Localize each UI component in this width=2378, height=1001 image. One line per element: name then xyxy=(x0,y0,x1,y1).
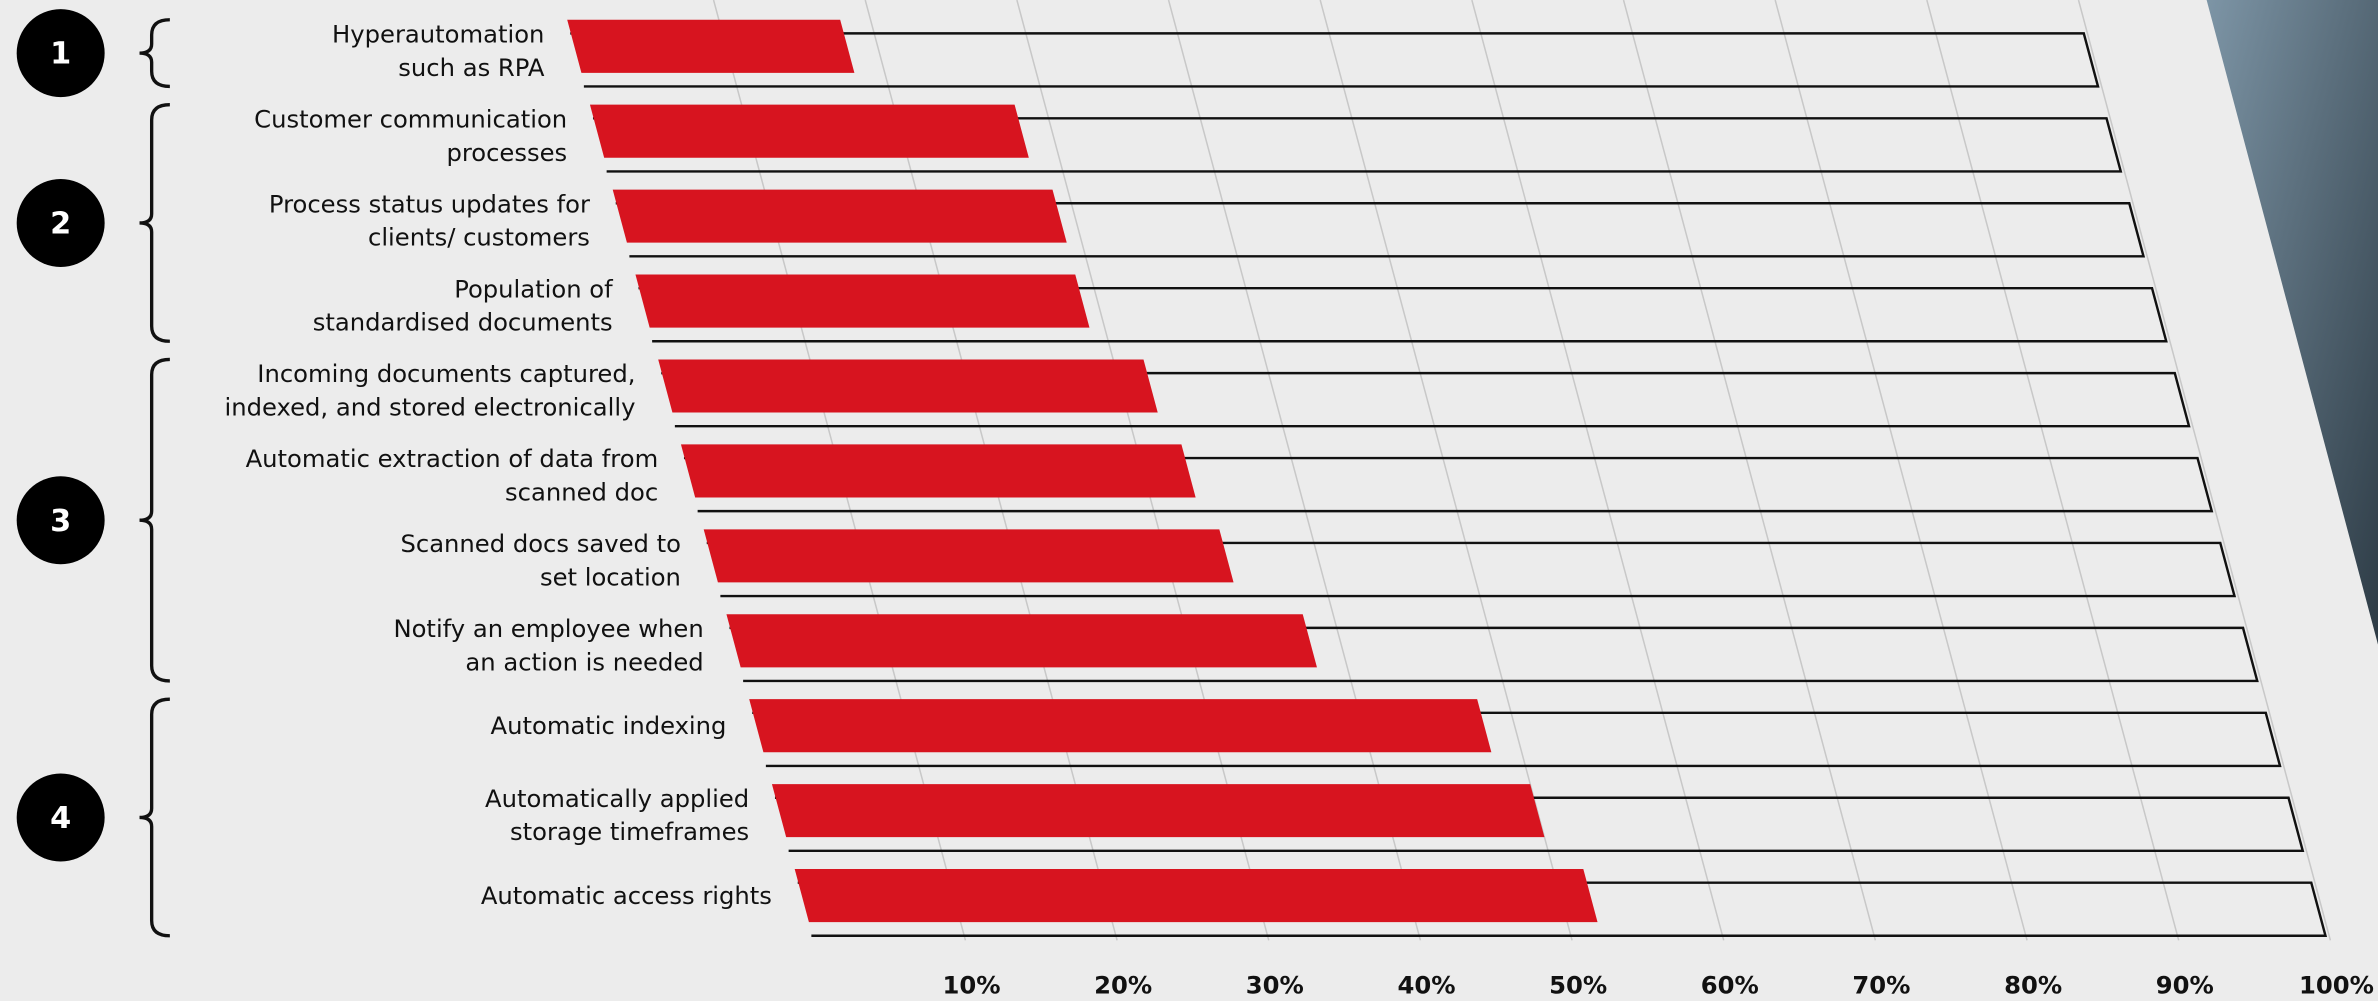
category-line: Process status updates for xyxy=(269,189,590,218)
group-badge xyxy=(16,178,105,267)
bar xyxy=(794,869,1598,923)
bar xyxy=(635,274,1090,328)
category-label: Automatically applied storage timeframes xyxy=(485,784,749,846)
category-line: processes xyxy=(446,138,567,167)
grid-line xyxy=(1774,0,2028,941)
grid-line xyxy=(1926,0,2180,941)
x-tick-label: 60% xyxy=(1701,970,1759,999)
x-tick-label: 90% xyxy=(2156,970,2214,999)
category-line: Scanned docs saved to xyxy=(400,529,680,558)
grid-line xyxy=(1622,0,1877,941)
category-label: Process status updates for clients/ custo… xyxy=(269,189,590,251)
bar xyxy=(612,189,1067,243)
bar-outline xyxy=(752,711,2282,768)
category-line: such as RPA xyxy=(398,53,545,82)
grid-line xyxy=(2077,0,2332,941)
bar-outline xyxy=(683,456,2214,513)
bar-outline xyxy=(570,32,2100,88)
groups: 1 2 3 4 xyxy=(16,9,170,938)
bar xyxy=(703,529,1234,583)
bar xyxy=(749,699,1492,753)
grid-line xyxy=(1471,0,1725,941)
bar-outline xyxy=(729,626,2259,683)
grid-line xyxy=(1319,0,1573,941)
category-line: Automatic extraction of data from xyxy=(246,444,659,473)
category-label: Incoming documents captured, indexed, and… xyxy=(225,359,636,421)
category-line: Population of xyxy=(454,274,613,303)
bar-outline xyxy=(638,286,2168,343)
group-label: 2 xyxy=(50,207,71,242)
category-line: clients/ customers xyxy=(368,223,590,252)
bar-outline xyxy=(592,117,2123,173)
x-tick-label: 70% xyxy=(1852,970,1910,999)
category-line: Automatic indexing xyxy=(491,711,727,740)
category-line: standardised documents xyxy=(313,308,613,337)
bar-outline xyxy=(661,371,2191,428)
x-tick-label: 20% xyxy=(1094,970,1152,999)
category-line: storage timeframes xyxy=(510,817,749,846)
category-label: Notify an employee when an action is need… xyxy=(393,614,703,676)
bar xyxy=(771,784,1545,838)
group-bracket xyxy=(139,357,170,683)
category-label: Automatic access rights xyxy=(481,881,772,910)
group-label: 3 xyxy=(50,504,71,539)
category-label: Hyperautomation such as RPA xyxy=(332,19,545,81)
x-axis: 10% 20% 30% 40% 50% 60% 70% 80% 90% 100% xyxy=(942,970,2373,999)
x-tick-label: 100% xyxy=(2299,970,2374,999)
category-line: indexed, and stored electronically xyxy=(225,393,636,422)
category-label: Automatic indexing xyxy=(491,711,727,740)
bar xyxy=(658,359,1158,413)
category-line: Hyperautomation xyxy=(332,19,544,48)
bar xyxy=(589,104,1029,158)
group-label: 1 xyxy=(50,37,71,72)
category-label: Customer communication processes xyxy=(254,104,567,166)
category-line: scanned doc xyxy=(505,478,658,507)
category-line: Incoming documents captured, xyxy=(257,359,635,388)
group-bracket xyxy=(139,18,170,89)
group-label: 4 xyxy=(50,801,71,836)
category-line: Customer communication xyxy=(254,104,567,133)
group-bracket xyxy=(139,697,170,938)
rows: Hyperautomation such as RPA Customer commu… xyxy=(225,19,2328,937)
category-line: an action is needed xyxy=(465,647,703,676)
x-tick-label: 40% xyxy=(1397,970,1455,999)
x-tick-label: 30% xyxy=(1246,970,1304,999)
grid-line xyxy=(1167,0,1422,941)
bar xyxy=(567,19,855,73)
bar xyxy=(680,444,1196,498)
category-line: Automatically applied xyxy=(485,784,749,813)
group-badge xyxy=(16,9,105,98)
x-tick-label: 10% xyxy=(942,970,1000,999)
category-line: Notify an employee when xyxy=(393,614,703,643)
category-label: Scanned docs saved to set location xyxy=(400,529,680,591)
category-line: set location xyxy=(540,562,681,591)
x-tick-label: 80% xyxy=(2004,970,2062,999)
bar-outline xyxy=(615,202,2146,258)
x-tick-label: 50% xyxy=(1549,970,1607,999)
category-label: Automatic extraction of data from scanned… xyxy=(246,444,659,506)
group-badge xyxy=(16,773,105,862)
category-line: Automatic access rights xyxy=(481,881,772,910)
category-label: Population of standardised documents xyxy=(313,274,613,336)
bar-outline xyxy=(706,541,2237,598)
group-bracket xyxy=(139,103,170,343)
bar xyxy=(726,614,1317,668)
group-badge xyxy=(16,476,105,565)
